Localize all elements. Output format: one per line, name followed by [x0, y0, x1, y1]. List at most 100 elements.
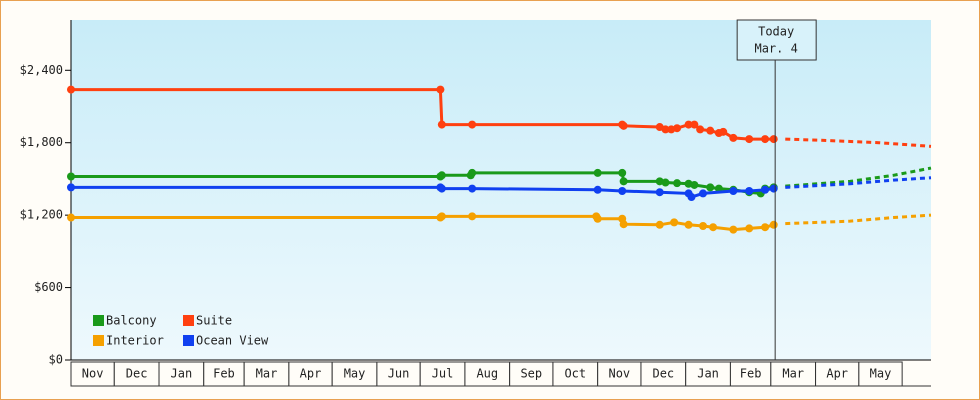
data-point: [468, 120, 477, 129]
data-point: [745, 187, 754, 195]
month-box: [815, 361, 860, 387]
data-point: [67, 183, 75, 192]
month-box: [729, 361, 772, 387]
data-point: [655, 188, 664, 197]
legend-swatch: [93, 315, 104, 326]
data-point: [661, 178, 670, 187]
today-date: Mar. 4: [754, 42, 797, 56]
month-box: [203, 361, 245, 387]
month-box: [331, 361, 378, 387]
data-point: [729, 133, 738, 142]
x-tick-label: May: [870, 367, 892, 381]
projection-line: [785, 213, 932, 226]
data-point: [437, 212, 446, 221]
x-tick-label: Apr: [826, 367, 848, 381]
x-tick-label: Nov: [82, 367, 104, 381]
x-tick-label: Mar: [256, 367, 278, 381]
month-box: [464, 361, 511, 387]
data-point: [670, 218, 679, 227]
data-point: [690, 180, 699, 189]
month-box: [376, 361, 421, 387]
y-tick-label: $1,200: [20, 208, 63, 222]
y-tick-label: $1,800: [20, 135, 63, 149]
data-point: [619, 220, 628, 229]
x-tick-label: May: [344, 367, 366, 381]
data-point: [437, 171, 446, 180]
data-point: [761, 223, 770, 232]
data-point: [661, 125, 670, 134]
y-tick-label: $600: [34, 280, 63, 294]
data-point: [67, 172, 75, 181]
month-box: [288, 361, 333, 387]
x-tick-label: Sep: [520, 367, 542, 381]
legend-swatch: [93, 335, 104, 346]
x-tick-label: Mar: [782, 367, 804, 381]
data-point: [468, 168, 477, 177]
data-point: [761, 185, 770, 194]
data-point: [745, 224, 754, 233]
data-point: [729, 187, 738, 195]
month-box: [158, 361, 205, 387]
month-box: [70, 361, 115, 387]
data-point: [684, 220, 693, 229]
legend-label: Suite: [196, 314, 232, 328]
x-tick-label: Jun: [388, 367, 410, 381]
x-tick-label: Jan: [697, 367, 719, 381]
projection-line: [785, 176, 932, 189]
data-point: [618, 168, 627, 177]
today-label: Today: [758, 25, 794, 39]
data-point: [673, 179, 682, 188]
legend-swatch: [183, 315, 194, 326]
data-point: [769, 220, 778, 229]
data-point: [699, 189, 708, 198]
y-tick-label: $2,400: [20, 63, 63, 77]
x-tick-label: Aug: [476, 367, 498, 381]
legend-label: Interior: [106, 334, 164, 348]
data-point: [699, 222, 708, 231]
data-point: [673, 124, 682, 133]
today-box: [736, 19, 817, 61]
month-box: [685, 361, 731, 387]
legend-label: Balcony: [106, 314, 157, 328]
month-box: [113, 361, 160, 387]
projection-line: [785, 137, 932, 148]
month-box: [419, 361, 466, 387]
x-tick-label: Dec: [126, 367, 148, 381]
x-tick-label: Jan: [171, 367, 193, 381]
y-tick-label: $0: [49, 353, 63, 367]
month-box: [243, 361, 290, 387]
data-point: [729, 225, 738, 234]
data-point: [709, 223, 718, 232]
data-point: [436, 85, 445, 94]
data-point: [696, 125, 705, 134]
x-tick-label: Dec: [652, 367, 674, 381]
data-point: [690, 120, 699, 129]
data-point: [593, 214, 602, 223]
month-box: [597, 361, 642, 387]
data-point: [593, 185, 602, 194]
x-tick-label: Oct: [564, 367, 586, 381]
month-box: [770, 361, 817, 387]
data-point: [761, 135, 770, 144]
data-point: [468, 184, 477, 193]
x-tick-label: Feb: [213, 367, 235, 381]
data-point: [706, 183, 715, 192]
data-point: [745, 135, 754, 144]
data-point: [769, 184, 778, 193]
legend-label: Ocean View: [196, 334, 269, 348]
data-point: [619, 121, 628, 130]
data-point: [618, 187, 627, 195]
data-point: [619, 177, 628, 186]
x-tick-label: Apr: [300, 367, 322, 381]
data-point: [437, 184, 446, 193]
x-tick-label: Feb: [740, 367, 762, 381]
data-point: [67, 213, 75, 222]
data-point: [655, 220, 664, 229]
x-tick-label: Nov: [608, 367, 630, 381]
x-tick-label: Jul: [432, 367, 454, 381]
month-box: [640, 361, 687, 387]
data-point: [687, 193, 696, 202]
data-point: [684, 120, 693, 129]
data-point: [67, 85, 75, 94]
